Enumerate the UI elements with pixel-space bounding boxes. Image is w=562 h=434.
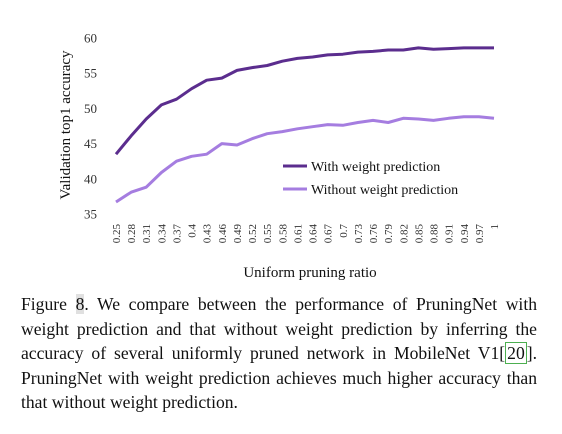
x-axis-title: Uniform pruning ratio [243,265,376,281]
x-tick-label: 0.85 [413,224,425,244]
x-tick-label: 0.55 [262,224,274,244]
citation-open: [ [499,343,506,363]
x-tick-label: 0.76 [368,224,380,244]
x-tick-label: 0.25 [111,224,123,244]
x-tick-label: 0.79 [383,224,395,244]
x-tick-label: 0.46 [217,224,229,244]
y-tick-label: 45 [84,136,97,151]
y-axis-title: Validation top1 accuracy [58,50,74,200]
caption-text-1: . We compare between the performance of … [21,294,537,363]
y-tick-label: 55 [84,66,97,81]
y-tick-label: 40 [84,171,97,186]
y-tick-label: 50 [84,101,97,116]
caption-prefix: Figure [21,294,76,314]
y-axis-ticks: 35 40 45 50 55 60 [84,31,97,222]
x-tick-label: 0.94 [459,224,471,244]
x-tick-label: 0.58 [277,224,289,244]
accuracy-line-chart: 35 40 45 50 55 60 0.25 0.28 0.31 0.34 0.37 0.4 0.43… [58,31,501,282]
figure-caption: Figure 8. We compare between the perform… [21,292,537,415]
x-tick-label: 0.49 [232,224,244,244]
x-tick-label: 0.91 [444,224,456,243]
caption-text-2: . PruningNet with weight prediction achi… [21,343,537,412]
series-lines [114,46,495,204]
x-tick-label: 0.52 [247,224,259,243]
x-tick-label: 0.82 [398,224,410,243]
legend: With weight prediction Without weight pr… [283,160,458,198]
x-tick-label: 0.7 [338,224,350,238]
citation-link[interactable]: 20 [505,342,527,364]
x-tick-label: 0.97 [474,224,486,244]
y-tick-label: 60 [84,31,97,46]
x-tick-label: 0.43 [202,224,214,244]
legend-label-with: With weight prediction [311,160,440,175]
series-line-without-weight-prediction [115,115,495,204]
series-line-with-weight-prediction [114,46,494,156]
x-tick-label: 0.4 [187,224,199,238]
x-tick-label: 0.64 [308,224,320,244]
x-axis-ticks: 0.25 0.28 0.31 0.34 0.37 0.4 0.43 0.46 0.49 0.52 0… [111,224,501,244]
figure-number: 8 [75,294,85,314]
x-tick-label: 0.88 [429,224,441,244]
x-tick-label: 0.61 [292,224,304,243]
x-tick-label: 0.37 [171,224,183,244]
x-tick-label: 0.34 [156,224,168,244]
x-tick-label: 0.28 [126,224,138,244]
y-tick-label: 35 [84,207,97,222]
citation-close: ] [526,343,533,363]
x-tick-label: 0.31 [141,224,153,243]
x-tick-label: 1 [489,224,501,230]
legend-label-without: Without weight prediction [311,183,458,198]
x-tick-label: 0.73 [353,224,365,244]
x-tick-label: 0.67 [323,224,335,244]
